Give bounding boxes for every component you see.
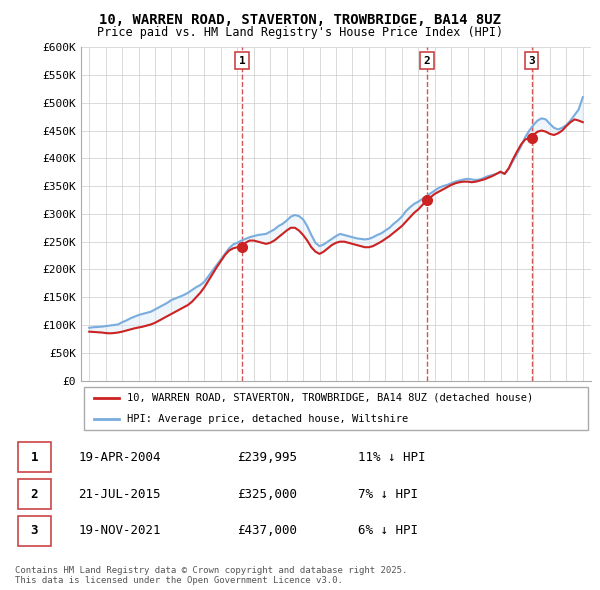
Text: 11% ↓ HPI: 11% ↓ HPI bbox=[358, 451, 425, 464]
Text: 2: 2 bbox=[424, 55, 431, 65]
Text: £437,000: £437,000 bbox=[236, 525, 296, 537]
FancyBboxPatch shape bbox=[18, 479, 51, 509]
Text: 10, WARREN ROAD, STAVERTON, TROWBRIDGE, BA14 8UZ (detached house): 10, WARREN ROAD, STAVERTON, TROWBRIDGE, … bbox=[127, 393, 533, 403]
Text: 1: 1 bbox=[239, 55, 245, 65]
FancyBboxPatch shape bbox=[18, 442, 51, 472]
Text: Contains HM Land Registry data © Crown copyright and database right 2025.
This d: Contains HM Land Registry data © Crown c… bbox=[15, 566, 407, 585]
Text: 21-JUL-2015: 21-JUL-2015 bbox=[78, 487, 161, 501]
Text: £239,995: £239,995 bbox=[236, 451, 296, 464]
Text: 19-NOV-2021: 19-NOV-2021 bbox=[78, 525, 161, 537]
Text: HPI: Average price, detached house, Wiltshire: HPI: Average price, detached house, Wilt… bbox=[127, 414, 408, 424]
FancyBboxPatch shape bbox=[83, 386, 589, 430]
Text: 1: 1 bbox=[31, 451, 38, 464]
Text: 7% ↓ HPI: 7% ↓ HPI bbox=[358, 487, 418, 501]
Text: Price paid vs. HM Land Registry's House Price Index (HPI): Price paid vs. HM Land Registry's House … bbox=[97, 26, 503, 39]
Text: 3: 3 bbox=[31, 525, 38, 537]
Text: 10, WARREN ROAD, STAVERTON, TROWBRIDGE, BA14 8UZ: 10, WARREN ROAD, STAVERTON, TROWBRIDGE, … bbox=[99, 13, 501, 27]
Text: 2: 2 bbox=[31, 487, 38, 501]
Text: 3: 3 bbox=[528, 55, 535, 65]
Text: 19-APR-2004: 19-APR-2004 bbox=[78, 451, 161, 464]
Text: 6% ↓ HPI: 6% ↓ HPI bbox=[358, 525, 418, 537]
FancyBboxPatch shape bbox=[18, 516, 51, 546]
Text: £325,000: £325,000 bbox=[236, 487, 296, 501]
